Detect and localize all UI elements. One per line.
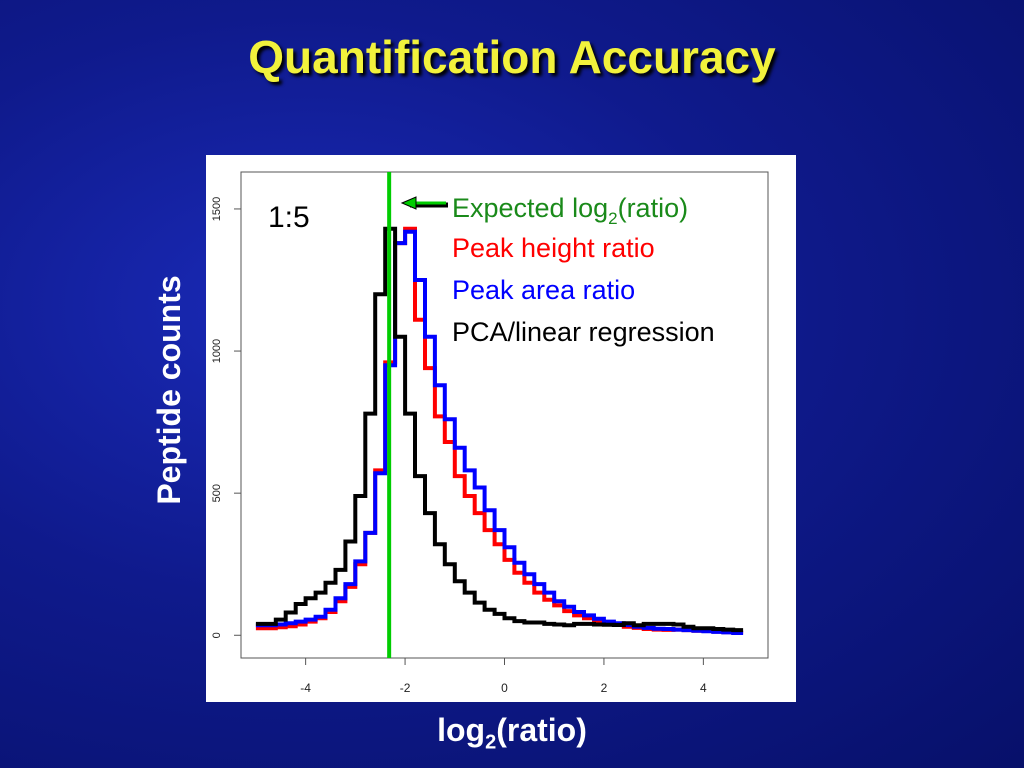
x-axis-title-tail: (ratio) — [496, 712, 587, 748]
axes-layer: -4 -2 0 2 4 0 500 1000 1500 — [211, 197, 707, 695]
legend-pca-label: PCA/linear regression — [452, 317, 715, 347]
x-axis-title-main: log — [437, 712, 486, 748]
x-tick-label: 4 — [700, 681, 707, 695]
ratio-annotation: 1:5 — [268, 201, 310, 234]
x-tick-label: -2 — [400, 681, 411, 695]
y-tick-label: 0 — [211, 632, 223, 638]
x-axis-title: log2(ratio) — [0, 712, 1024, 754]
chart-panel: -4 -2 0 2 4 0 500 1000 1500 1:5 Expected log2(ra… — [206, 155, 796, 702]
series-layer — [255, 226, 744, 635]
x-axis-title-sub: 2 — [485, 731, 497, 754]
x-tick-label: -4 — [300, 681, 311, 695]
x-tick-label: 2 — [601, 681, 608, 695]
y-axis-title: Peptide counts — [150, 275, 187, 505]
expected-arrow-head — [400, 196, 417, 210]
y-axis-title-wrap: Peptide counts — [149, 275, 189, 504]
legend-peak-area-label: Peak area ratio — [452, 275, 635, 305]
slide-title: Quantification Accuracy — [248, 31, 776, 83]
histogram-chart: -4 -2 0 2 4 0 500 1000 1500 1:5 Expected log2(ra… — [211, 171, 769, 695]
y-tick-label: 1500 — [211, 197, 223, 221]
legend-expected-label: Expected log2(ratio) — [452, 193, 688, 228]
x-tick-label: 0 — [501, 681, 508, 695]
legend: Expected log2(ratio) Peak height ratio Pea… — [400, 193, 715, 347]
pca-series — [255, 226, 744, 633]
legend-peak-height-label: Peak height ratio — [452, 233, 655, 263]
y-tick-label: 1000 — [211, 339, 223, 363]
y-tick-label: 500 — [211, 484, 223, 502]
peak-area-series — [255, 229, 744, 635]
